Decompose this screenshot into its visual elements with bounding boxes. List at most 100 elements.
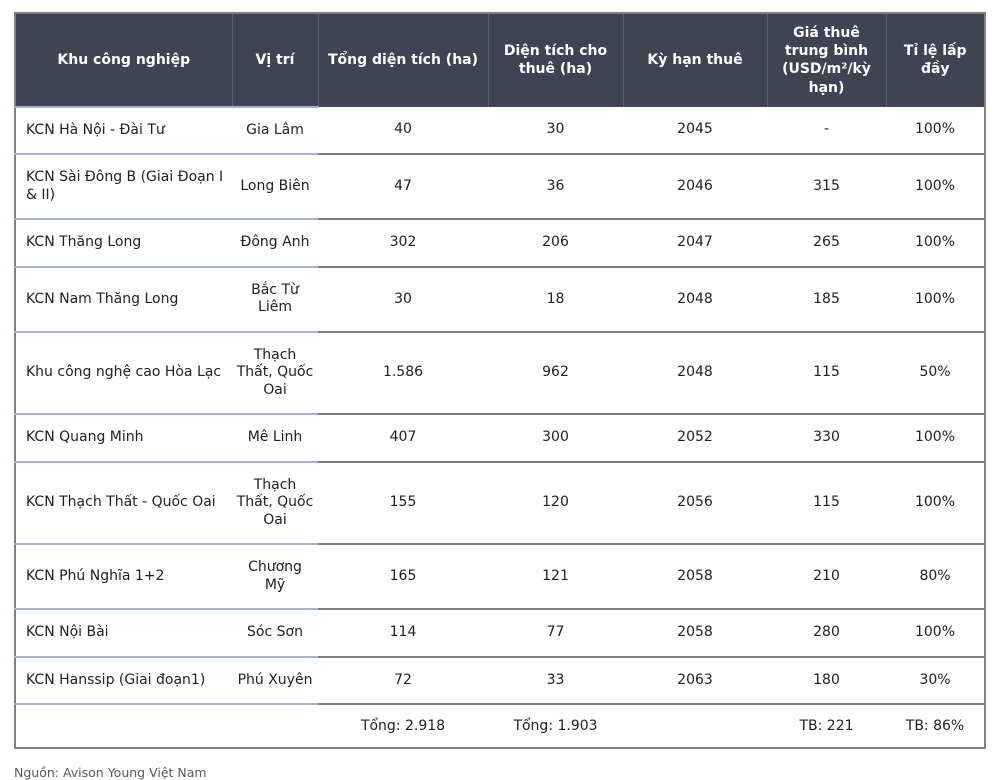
cell-occupancy: 100%	[886, 154, 985, 221]
industrial-parks-table: Khu công nghiệp Vị trí Tổng diện tích (ha)…	[14, 12, 986, 750]
column-header-lease_term: Kỳ hạn thuê	[622, 13, 767, 107]
cell-total_area: 72	[318, 656, 488, 706]
cell-leasable_area: 77	[488, 609, 623, 658]
column-header-leasable_area: Diện tích cho thuê (ha)	[487, 13, 623, 107]
cell-avg_rent: 265	[767, 219, 886, 268]
cell-location: Chương Mỹ	[232, 544, 318, 611]
cell-total_area: 114	[318, 609, 488, 658]
cell-avg_rent: 185	[767, 266, 886, 333]
cell-leasable_area: 36	[488, 154, 623, 221]
cell-avg_rent: 330	[767, 414, 886, 463]
cell-avg_rent: 210	[767, 544, 886, 611]
cell-location: Gia Lâm	[232, 106, 318, 156]
footer-cell-total_area: Tổng: 2.918	[360, 718, 446, 735]
cell-name: KCN Nội Bài	[15, 609, 232, 658]
cell-total_area: 30	[318, 266, 488, 333]
cell-lease_term: 2058	[623, 544, 767, 611]
cell-location: Long Biên	[232, 154, 318, 221]
cell-leasable_area: 30	[488, 106, 623, 156]
table-row: KCN Hà Nội - Đài Tư Gia Lâm 40 30 2045-100%	[15, 106, 985, 156]
column-header-occupancy: Tỉ lệ lấp đầy	[885, 13, 985, 107]
cell-leasable_area: 33	[488, 656, 623, 706]
cell-occupancy: 100%	[886, 414, 985, 463]
table-row: KCN Phú Nghĩa 1+2 Chương Mỹ 165 121 2058 210 8…	[15, 544, 985, 611]
table-row: Khu công nghệ cao Hòa Lạc Thạch Thất, Quố…	[15, 331, 985, 416]
footer-cell-occupancy: TB: 86%	[905, 718, 965, 735]
cell-leasable_area: 18	[488, 266, 623, 333]
cell-lease_term: 2048	[623, 331, 767, 416]
cell-total_area: 165	[318, 544, 488, 611]
cell-lease_term: 2056	[623, 461, 767, 546]
cell-total_area: 155	[318, 461, 488, 546]
cell-leasable_area: 962	[488, 331, 623, 416]
cell-location: Thạch Thất, Quốc Oai	[232, 331, 318, 416]
cell-name: KCN Hanssip (Giai đoạn1)	[15, 656, 232, 706]
cell-name: KCN Phú Nghĩa 1+2	[15, 544, 232, 611]
cell-location: Bắc Từ Liêm	[232, 266, 318, 333]
cell-total_area: 1.586	[318, 331, 488, 416]
cell-location: Phú Xuyên	[232, 656, 318, 706]
column-header-avg_rent: Giá thuê trung bình (USD/m²/kỳ hạn)	[766, 13, 886, 107]
table-row: KCN Thăng Long Đông Anh 302 206 2047 265 100%	[15, 219, 985, 268]
column-header-name: Khu công nghiệp	[15, 13, 232, 108]
cell-avg_rent: 180	[767, 656, 886, 706]
table-header-row: Khu công nghiệp Vị trí Tổng diện tích (ha)…	[15, 13, 985, 108]
cell-leasable_area: 206	[488, 219, 623, 268]
cell-lease_term: 2045	[623, 106, 767, 156]
cell-name: KCN Sài Đông B (Giai Đoạn I & II)	[15, 154, 232, 221]
table-row: KCN Quang Minh Mê Linh 407 300 2052 330 100%	[15, 414, 985, 463]
cell-name: KCN Thăng Long	[15, 219, 232, 268]
column-header-location: Vị trí	[231, 13, 318, 108]
cell-lease_term: 2063	[623, 656, 767, 706]
cell-avg_rent: 280	[767, 609, 886, 658]
table-row: KCN Sài Đông B (Giai Đoạn I & II) Long Bi…	[15, 154, 985, 221]
cell-occupancy: 100%	[886, 219, 985, 268]
cell-lease_term: 2047	[623, 219, 767, 268]
cell-total_area: 40	[318, 106, 488, 156]
cell-total_area: 302	[318, 219, 488, 268]
cell-avg_rent: 115	[767, 331, 886, 416]
table-row: KCN Nội Bài Sóc Sơn 114 77 2058 280 100%	[15, 609, 985, 658]
cell-location: Mê Linh	[232, 414, 318, 463]
table-body: KCN Hà Nội - Đài Tư Gia Lâm 40 30 2045-100% K…	[15, 106, 985, 706]
cell-location: Thạch Thất, Quốc Oai	[232, 461, 318, 546]
cell-occupancy: 100%	[886, 266, 985, 333]
cell-name: KCN Hà Nội - Đài Tư	[15, 106, 232, 156]
table-row: KCN Thạch Thất - Quốc Oai Thạch Thất, Quố…	[15, 461, 985, 546]
source-note: Nguồn: Avison Young Việt Nam	[14, 765, 207, 780]
cell-occupancy: 100%	[886, 461, 985, 546]
footer-cell-lease_term	[623, 704, 767, 748]
cell-location: Sóc Sơn	[232, 609, 318, 658]
cell-leasable_area: 121	[488, 544, 623, 611]
table-footer-row: Tổng: 2.918 Tổng: 1.903 TB: 221 TB: 86%	[15, 704, 985, 748]
cell-total_area: 47	[318, 154, 488, 221]
cell-occupancy: 30%	[886, 656, 985, 706]
cell-avg_rent: -	[767, 106, 886, 156]
cell-name: KCN Thạch Thất - Quốc Oai	[15, 461, 232, 546]
cell-location: Đông Anh	[232, 219, 318, 268]
table-row: KCN Hanssip (Giai đoạn1) Phú Xuyên 72 33 206…	[15, 656, 985, 706]
cell-avg_rent: 315	[767, 154, 886, 221]
footer-cell-leasable_area: Tổng: 1.903	[513, 718, 598, 735]
cell-lease_term: 2048	[623, 266, 767, 333]
cell-occupancy: 80%	[886, 544, 985, 611]
cell-lease_term: 2046	[623, 154, 767, 221]
cell-name: Khu công nghệ cao Hòa Lạc	[15, 331, 232, 416]
table-footer: Tổng: 2.918 Tổng: 1.903 TB: 221 TB: 86%	[15, 704, 985, 748]
cell-leasable_area: 120	[488, 461, 623, 546]
column-header-total_area: Tổng diện tích (ha)	[317, 13, 488, 107]
cell-lease_term: 2052	[623, 414, 767, 463]
cell-name: KCN Quang Minh	[15, 414, 232, 463]
footer-cell-location	[232, 704, 318, 748]
cell-avg_rent: 115	[767, 461, 886, 546]
cell-occupancy: 50%	[886, 331, 985, 416]
table-row: KCN Nam Thăng Long Bắc Từ Liêm 30 18 2048 185…	[15, 266, 985, 333]
footer-cell-avg_rent: TB: 221	[799, 718, 854, 735]
table-header: Khu công nghiệp Vị trí Tổng diện tích (ha)…	[15, 13, 985, 108]
cell-leasable_area: 300	[488, 414, 623, 463]
cell-lease_term: 2058	[623, 609, 767, 658]
cell-occupancy: 100%	[886, 609, 985, 658]
cell-occupancy: 100%	[886, 106, 985, 156]
cell-total_area: 407	[318, 414, 488, 463]
